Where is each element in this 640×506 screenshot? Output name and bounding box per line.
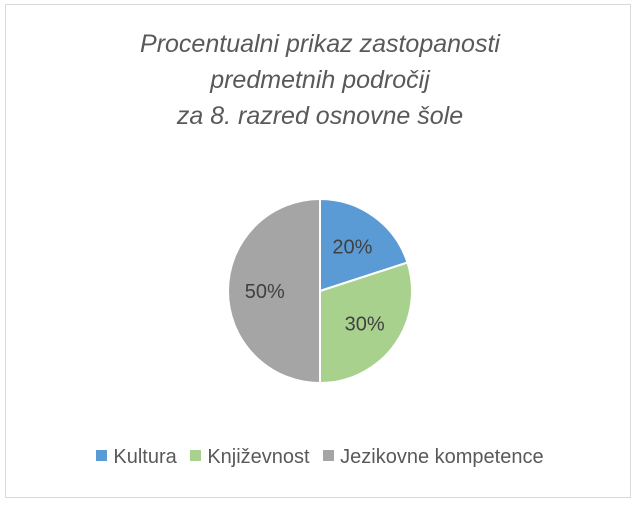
pie-slice-jezikovne-kompetence: [227, 197, 321, 385]
chart-title-line-3: za 8. razred osnovne šole: [176, 102, 464, 130]
chart-title-line-1: Procentualni prikaz zastopanosti: [140, 30, 500, 58]
legend-swatch-jezikovne-kompetence: [323, 450, 335, 462]
legend-label-knjizevnost: Književnost: [207, 446, 310, 468]
data-label-jezikovne-kompetence: 50%: [245, 281, 285, 303]
legend: Kultura Književnost Jezikovne kompetence: [0, 446, 640, 469]
legend-label-jezikovne-kompetence: Jezikovne kompetence: [340, 446, 544, 468]
chart-title-line-2: predmetnih področij: [210, 66, 430, 94]
data-label-kultura: 20%: [332, 236, 372, 258]
chart-title: Procentualni prikaz zastopanosti predmet…: [0, 26, 640, 134]
pie-slice-kultura: [319, 197, 409, 293]
legend-label-kultura: Kultura: [113, 446, 177, 468]
legend-item-kultura: Kultura: [96, 446, 177, 469]
legend-item-jezikovne-kompetence: Jezikovne kompetence: [323, 446, 544, 469]
pie-slice-knjizevnost: [319, 261, 413, 385]
legend-swatch-knjizevnost: [190, 450, 202, 462]
legend-item-knjizevnost: Književnost: [190, 446, 310, 469]
data-label-knjizevnost: 30%: [345, 313, 385, 335]
legend-swatch-kultura: [96, 450, 108, 462]
